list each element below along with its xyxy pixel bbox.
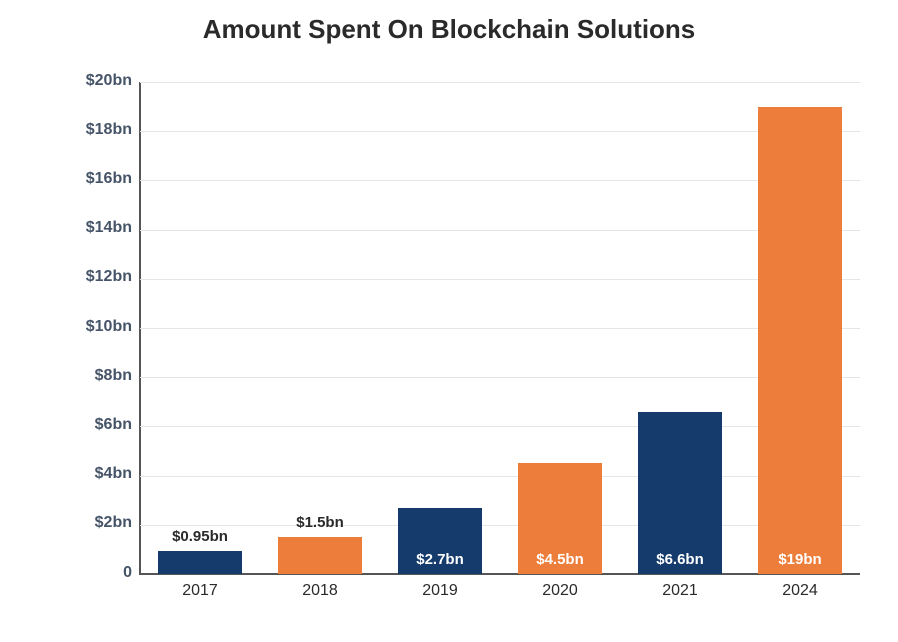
y-axis-tick-label: $4bn <box>12 465 132 483</box>
gridline <box>140 328 860 329</box>
y-axis-tick-label: 0 <box>12 564 132 582</box>
gridline <box>140 82 860 83</box>
y-axis-tick-label: $2bn <box>12 514 132 532</box>
x-axis-tick-label: 2024 <box>740 582 860 600</box>
bar-value-label: $2.7bn <box>398 551 482 568</box>
gridline <box>140 180 860 181</box>
y-axis-tick-label: $20bn <box>12 72 132 90</box>
bar <box>758 107 842 574</box>
bar-value-label: $6.6bn <box>638 551 722 568</box>
bar-value-label: $0.95bn <box>158 528 242 545</box>
x-axis-line <box>140 573 860 575</box>
gridline <box>140 476 860 477</box>
y-axis-tick-label: $10bn <box>12 318 132 336</box>
plot-area: 0$2bn$4bn$6bn$8bn$10bn$12bn$14bn$16bn$18… <box>140 82 860 574</box>
y-axis-tick-label: $8bn <box>12 367 132 385</box>
bar-value-label: $1.5bn <box>278 514 362 531</box>
bar-value-label: $19bn <box>758 551 842 568</box>
bar <box>158 551 242 574</box>
gridline <box>140 279 860 280</box>
bar <box>278 537 362 574</box>
x-axis-tick-label: 2017 <box>140 582 260 600</box>
chart-title: Amount Spent On Blockchain Solutions <box>0 14 898 45</box>
bar-value-label: $4.5bn <box>518 551 602 568</box>
y-axis-tick-label: $16bn <box>12 170 132 188</box>
gridline <box>140 377 860 378</box>
y-axis-tick-label: $18bn <box>12 121 132 139</box>
gridline <box>140 230 860 231</box>
y-axis-tick-label: $6bn <box>12 416 132 434</box>
gridline <box>140 131 860 132</box>
chart-container: Amount Spent On Blockchain Solutions 0$2… <box>0 0 898 642</box>
x-axis-tick-label: 2020 <box>500 582 620 600</box>
gridline <box>140 426 860 427</box>
bar <box>638 412 722 574</box>
y-axis-tick-label: $14bn <box>12 219 132 237</box>
gridline <box>140 525 860 526</box>
x-axis-tick-label: 2021 <box>620 582 740 600</box>
y-axis-tick-label: $12bn <box>12 268 132 286</box>
x-axis-tick-label: 2019 <box>380 582 500 600</box>
x-axis-tick-label: 2018 <box>260 582 380 600</box>
